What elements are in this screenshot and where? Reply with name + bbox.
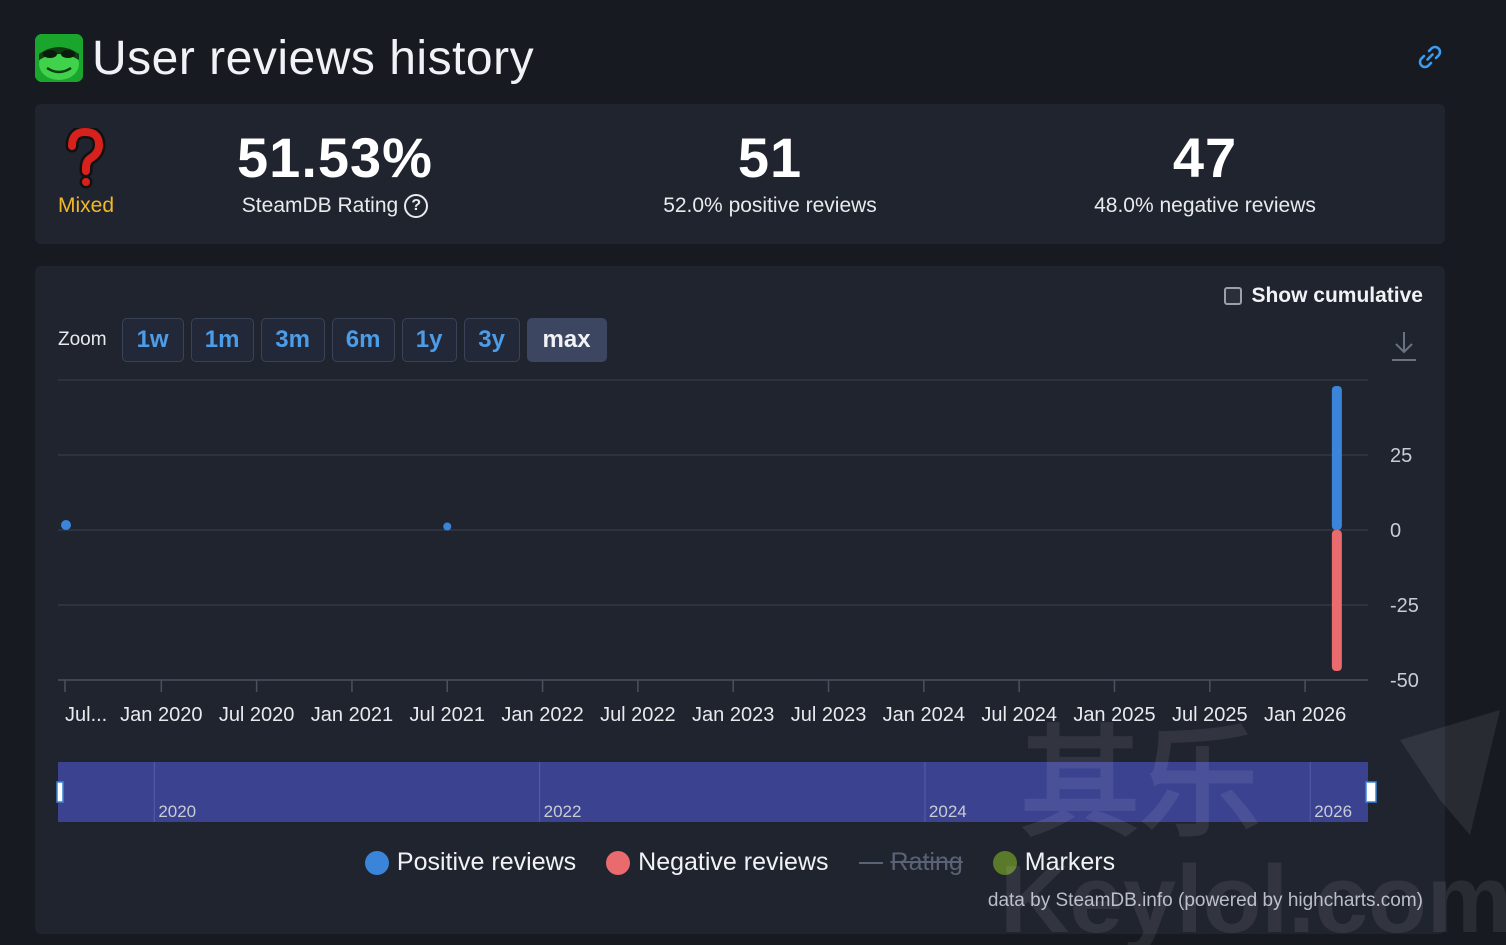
navigator-label: 2024 [929,802,967,821]
game-logo [35,34,83,82]
positive-label: 52.0% positive reviews [663,194,877,217]
show-cumulative-toggle[interactable]: Show cumulative [1224,284,1423,308]
chart-gridlines [58,379,1368,681]
rating-verdict: Mixed [58,194,115,217]
range-navigator[interactable]: 2020 2022 2024 2026 [56,762,1377,822]
negative-reviews-stat: 47 48.0% negative reviews [1065,126,1345,218]
x-axis-ticks: Jul... Jan 2020 Jul 2020 Jan 2021 Jul 2021 Ja… [64,680,1346,726]
page-header: User reviews history [35,30,1445,86]
review-summary-panel: Mixed 51.53% SteamDB Rating ? 51 52.0% p… [35,104,1445,244]
positive-count: 51 [737,126,803,189]
reviews-chart[interactable]: 25 0 -25 -50 Jul... Jan 2020 Jul 2020 Jan 2021… [35,366,1445,926]
x-tick-label: Jul 2025 [1172,704,1248,726]
x-tick-label: Jul 2022 [600,704,676,726]
chart-panel: Show cumulative Zoom 1w 1m 3m 6m 1y 3y m… [35,266,1445,934]
navigator-label: 2026 [1314,802,1352,821]
steamdb-rating-stat: 51.53% SteamDB Rating ? [230,126,440,218]
positive-point [61,520,71,530]
x-tick-label: Jul 2021 [409,704,485,726]
zoom-1y-button[interactable]: 1y [401,318,457,362]
legend-negative-label: Negative reviews [638,848,829,876]
y-axis-ticks: 25 0 -25 -50 [1390,445,1419,692]
y-tick-label: -25 [1390,595,1419,617]
navigator-label: 2022 [544,802,582,821]
cumulative-checkbox[interactable] [1224,287,1243,305]
x-tick-label: Jan 2024 [883,704,965,726]
negative-count: 47 [1172,126,1238,189]
steamdb-rating-value: 51.53% [237,126,433,189]
x-tick-label: Jan 2023 [692,704,774,726]
y-tick-label: -50 [1390,670,1419,692]
download-icon[interactable] [1391,330,1417,362]
x-tick-label: Jan 2020 [120,704,202,726]
y-tick-label: 0 [1390,520,1401,542]
legend-positive-label: Positive reviews [396,848,577,876]
zoom-3y-button[interactable]: 3y [463,318,520,362]
legend-rating-label: Rating [890,848,963,876]
zoom-label: Zoom [58,329,107,350]
zoom-controls: Zoom 1w 1m 3m 6m 1y 3y max [58,318,607,362]
page-title: User reviews history [92,32,535,85]
x-tick-label: Jan 2021 [311,704,393,726]
x-tick-label: Jul 2024 [981,704,1057,726]
navigator-left-handle [56,781,64,803]
permalink-icon[interactable] [1415,42,1445,72]
negative-label: 48.0% negative reviews [1094,194,1316,217]
x-tick-label: Jul 2023 [791,704,867,726]
chart-credits[interactable]: data by SteamDB.info (powered by highcha… [987,890,1423,911]
positive-dot-icon [364,850,389,875]
legend-negative[interactable]: Negative reviews [606,848,829,877]
legend-markers[interactable]: Markers [992,848,1116,877]
zoom-max-button[interactable]: max [526,318,607,362]
legend-markers-label: Markers [1024,848,1116,876]
zoom-1w-button[interactable]: 1w [121,318,184,362]
positive-reviews-stat: 51 52.0% positive reviews [635,126,905,218]
cumulative-label: Show cumulative [1251,284,1423,307]
navigator-window [58,762,1368,822]
x-tick-label: Jul... [65,704,107,726]
chart-marks [61,386,1342,671]
x-tick-label: Jul 2020 [219,704,295,726]
y-tick-label: 25 [1390,445,1412,467]
zoom-1m-button[interactable]: 1m [190,318,254,362]
question-mark-icon [63,125,107,190]
negative-dot-icon [606,850,631,875]
positive-point [443,522,452,531]
navigator-label: 2020 [158,802,196,821]
legend-rating[interactable]: Rating [858,848,963,877]
positive-bar [1331,386,1342,530]
x-tick-label: Jan 2025 [1073,704,1155,726]
help-icon[interactable]: ? [404,194,429,218]
legend-positive[interactable]: Positive reviews [364,848,577,877]
markers-dot-icon [992,850,1017,875]
x-tick-label: Jan 2026 [1264,704,1346,726]
zoom-6m-button[interactable]: 6m [331,318,395,362]
x-tick-label: Jan 2022 [501,704,583,726]
rating-line-icon [858,861,883,864]
negative-bar [1331,530,1342,671]
chart-legend: Positive reviews Negative reviews Rating… [35,848,1445,877]
zoom-3m-button[interactable]: 3m [260,318,325,362]
steamdb-rating-label: SteamDB Rating [241,194,399,217]
navigator-right-handle [1365,781,1377,803]
